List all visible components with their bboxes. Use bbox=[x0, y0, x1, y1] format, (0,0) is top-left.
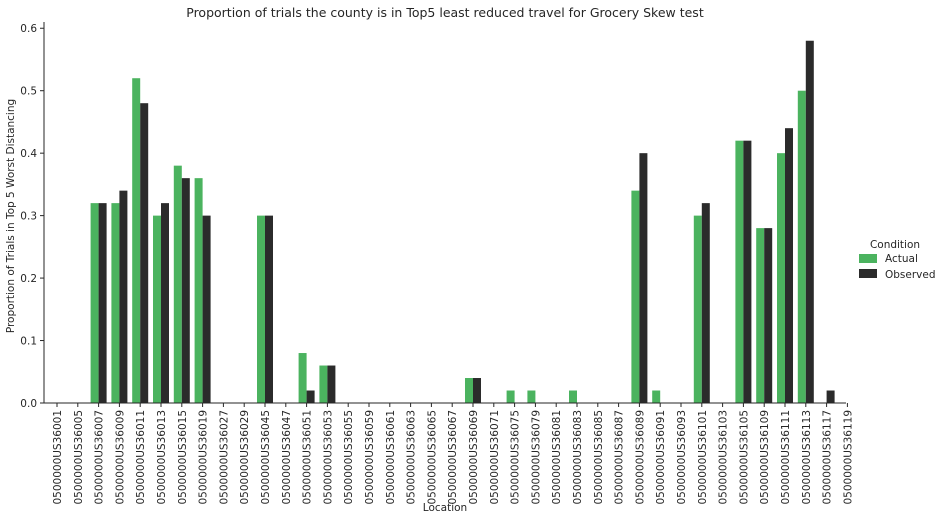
legend: Condition Actual Observed bbox=[859, 239, 936, 281]
bar-observed-0500000US36089 bbox=[639, 153, 648, 403]
bar-observed-0500000US36009 bbox=[119, 190, 128, 403]
bar-actual-0500000US36091 bbox=[652, 390, 661, 403]
bar-observed-0500000US36101 bbox=[701, 203, 710, 403]
bar-actual-0500000US36069 bbox=[465, 378, 473, 403]
x-tick-label: 0500000US36007 bbox=[94, 410, 106, 505]
x-tick-label: 0500000US36093 bbox=[676, 410, 688, 505]
y-tick-label: 0.6 bbox=[20, 23, 37, 35]
y-tick-label: 0.5 bbox=[20, 86, 37, 98]
bar-observed-0500000US36013 bbox=[161, 203, 169, 403]
legend-label-observed: Observed bbox=[885, 269, 936, 281]
x-tick-label: 0500000US36013 bbox=[156, 410, 168, 505]
x-tick-label: 0500000US36027 bbox=[218, 410, 230, 505]
x-tick-label: 0500000US36091 bbox=[655, 410, 667, 505]
bar-observed-0500000US36019 bbox=[202, 215, 211, 403]
bar-observed-0500000US36109 bbox=[764, 228, 773, 403]
x-tick-label: 0500000US36111 bbox=[780, 410, 792, 505]
bar-observed-0500000US36053 bbox=[327, 365, 336, 403]
bar-actual-0500000US36075 bbox=[506, 390, 515, 403]
x-tick-label: 0500000US36075 bbox=[510, 410, 522, 505]
legend-swatch-observed bbox=[859, 269, 877, 278]
chart-title: Proportion of trials the county is in To… bbox=[186, 5, 704, 20]
x-tick-label: 0500000US36029 bbox=[239, 410, 251, 505]
y-tick-label: 0.2 bbox=[20, 273, 37, 285]
bar-observed-0500000US36015 bbox=[181, 178, 190, 403]
x-tick-label: 0500000US36055 bbox=[343, 410, 355, 505]
bar-observed-0500000US36113 bbox=[805, 40, 814, 404]
x-tick-label: 0500000US36009 bbox=[114, 410, 126, 505]
x-tick-label: 0500000US36085 bbox=[593, 410, 605, 505]
bar-observed-0500000US36045 bbox=[265, 215, 273, 403]
bar-actual-0500000US36105 bbox=[735, 140, 744, 404]
x-tick-label: 0500000US36019 bbox=[198, 410, 210, 505]
y-tick-label: 0.4 bbox=[20, 148, 37, 160]
bar-observed-0500000US36105 bbox=[743, 140, 752, 404]
x-tick-label: 0500000US36005 bbox=[73, 410, 85, 505]
bar-actual-0500000US36019 bbox=[194, 178, 203, 403]
bar-actual-0500000US36013 bbox=[153, 215, 161, 403]
bar-observed-0500000US36011 bbox=[140, 103, 149, 404]
x-tick-label: 0500000US36079 bbox=[530, 410, 542, 505]
bar-observed-0500000US36117 bbox=[826, 390, 835, 403]
y-tick-label: 0.1 bbox=[20, 336, 37, 348]
bar-observed-0500000US36051 bbox=[306, 390, 315, 403]
x-tick-label: 0500000US36101 bbox=[697, 410, 709, 505]
x-axis-label: Location bbox=[423, 502, 467, 514]
bar-actual-0500000US36083 bbox=[569, 390, 577, 403]
bar-actual-0500000US36009 bbox=[111, 203, 120, 403]
x-tick-label: 0500000US36051 bbox=[302, 410, 314, 505]
x-tick-label: 0500000US36015 bbox=[177, 410, 189, 505]
y-tick-label: 0.3 bbox=[20, 211, 37, 223]
bar-actual-0500000US36015 bbox=[173, 165, 182, 403]
x-tick-label: 0500000US36103 bbox=[718, 410, 730, 505]
x-tick-label: 0500000US36045 bbox=[260, 410, 272, 505]
bar-actual-0500000US36079 bbox=[527, 390, 536, 403]
x-tick-label: 0500000US36113 bbox=[801, 410, 813, 505]
x-tick-label: 0500000US36109 bbox=[759, 410, 771, 505]
bar-actual-0500000US36053 bbox=[319, 365, 328, 403]
x-tick-label: 0500000US36071 bbox=[489, 410, 501, 505]
x-tick-label: 0500000US36059 bbox=[364, 410, 376, 505]
bar-actual-0500000US36011 bbox=[132, 78, 141, 404]
legend-label-actual: Actual bbox=[885, 253, 918, 265]
bar-observed-0500000US36007 bbox=[98, 203, 107, 403]
x-tick-label: 0500000US36047 bbox=[281, 410, 293, 505]
x-tick-label: 0500000US36087 bbox=[614, 410, 626, 505]
bar-observed-0500000US36069 bbox=[473, 378, 481, 403]
bar-actual-0500000US36101 bbox=[693, 215, 702, 403]
x-tick-label: 0500000US36061 bbox=[385, 410, 397, 505]
x-tick-label: 0500000US36089 bbox=[634, 410, 646, 505]
x-tick-label: 0500000US36083 bbox=[572, 410, 584, 505]
bar-actual-0500000US36045 bbox=[257, 215, 265, 403]
x-tick-label: 0500000US36063 bbox=[406, 410, 418, 505]
bar-actual-0500000US36109 bbox=[756, 228, 765, 403]
bar-observed-0500000US36111 bbox=[785, 128, 793, 403]
x-tick-label: 0500000US36081 bbox=[551, 410, 563, 505]
y-tick-label: 0.0 bbox=[20, 398, 37, 410]
y-axis-label: Proportion of Trials in Top 5 Worst Dist… bbox=[5, 99, 17, 333]
y-axis-ticks: 0.0 0.1 0.2 0.3 0.4 0.5 0.6 bbox=[20, 23, 44, 410]
bar-actual-0500000US36111 bbox=[777, 153, 785, 403]
x-tick-label: 0500000US36105 bbox=[738, 410, 750, 505]
x-axis-ticks: 0500000US36001 0500000US36005 0500000US360… bbox=[52, 403, 854, 505]
x-tick-label: 0500000US36069 bbox=[468, 410, 480, 505]
x-tick-label: 0500000US36001 bbox=[52, 410, 64, 505]
bar-actual-0500000US36007 bbox=[90, 203, 99, 403]
legend-title: Condition bbox=[870, 239, 920, 251]
bar-actual-0500000US36051 bbox=[298, 353, 307, 403]
x-tick-label: 0500000US36053 bbox=[322, 410, 334, 505]
x-tick-label: 0500000US36065 bbox=[426, 410, 438, 505]
x-tick-label: 0500000US36067 bbox=[447, 410, 459, 505]
bar-actual-0500000US36089 bbox=[631, 190, 640, 403]
bars-group bbox=[90, 40, 835, 404]
bar-actual-0500000US36113 bbox=[797, 90, 806, 403]
x-tick-label: 0500000US36011 bbox=[135, 410, 147, 505]
x-tick-label: 0500000US36119 bbox=[842, 410, 854, 505]
x-tick-label: 0500000US36117 bbox=[822, 410, 834, 505]
legend-swatch-actual bbox=[859, 254, 877, 263]
